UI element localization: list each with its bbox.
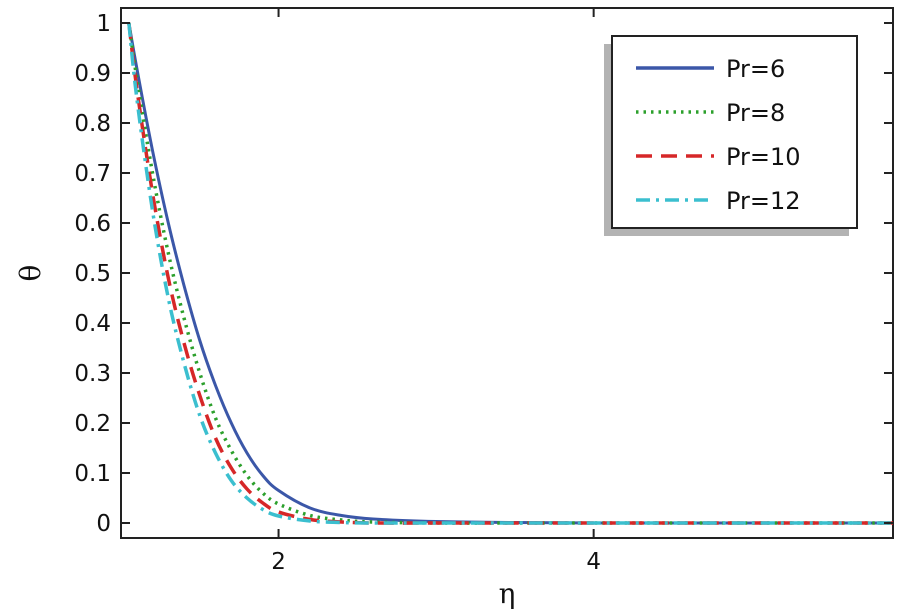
- x-tick-label: 2: [271, 549, 286, 575]
- x-axis-label: η: [499, 577, 516, 610]
- y-tick-label: 0.2: [74, 411, 111, 437]
- y-tick-label: 1: [96, 11, 111, 37]
- x-tick-label: 4: [586, 549, 601, 575]
- legend: Pr=6 Pr=8 Pr=10 Pr=12: [604, 35, 858, 236]
- series-line-pr-12: [127, 22, 893, 525]
- series-line-pr-10: [127, 22, 893, 525]
- y-tick-label: 0.8: [74, 111, 111, 137]
- y-tick-label: 0.7: [74, 161, 111, 187]
- ticks-group: 0 0.1 0.2 0.3 0.4 0.5 0.6 0.7 0.8 0.9 1 2 4: [74, 8, 893, 575]
- y-tick-label: 0.4: [74, 311, 111, 337]
- y-axis-label: θ: [14, 265, 47, 282]
- y-tick-label: 0.3: [74, 361, 111, 387]
- y-tick-label: 0: [96, 511, 111, 537]
- series-group: [127, 22, 893, 525]
- legend-label: Pr=10: [726, 143, 801, 171]
- y-tick-label: 0.1: [74, 461, 111, 487]
- legend-label: Pr=8: [726, 99, 785, 127]
- y-tick-label: 0.9: [74, 61, 111, 87]
- legend-label: Pr=6: [726, 55, 785, 83]
- y-tick-label: 0.5: [74, 261, 111, 287]
- y-tick-label: 0.6: [74, 211, 111, 237]
- legend-label: Pr=12: [726, 187, 801, 215]
